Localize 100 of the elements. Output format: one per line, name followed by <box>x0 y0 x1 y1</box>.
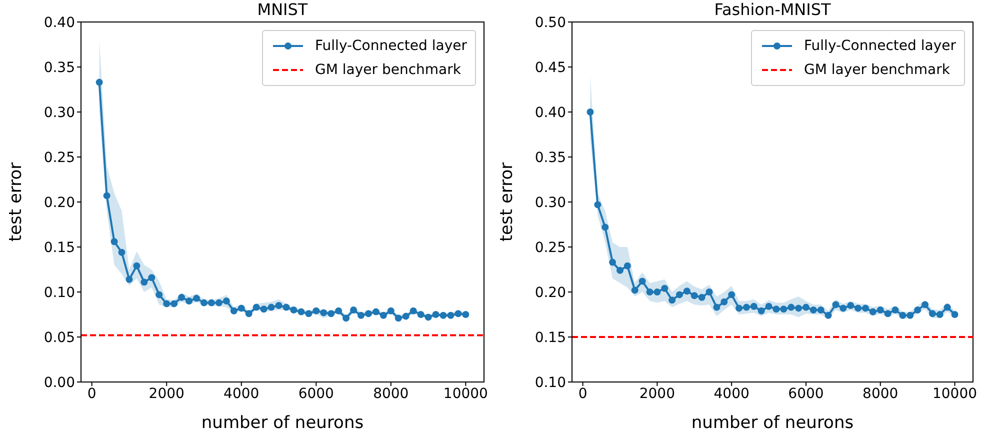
point <box>676 291 684 298</box>
point <box>780 306 788 313</box>
point <box>631 286 638 294</box>
point <box>402 312 410 320</box>
point <box>661 284 668 292</box>
legend-label: GM layer benchmark <box>315 62 461 78</box>
point <box>268 304 275 311</box>
legend-label: GM layer benchmark <box>804 62 950 78</box>
point <box>424 314 432 321</box>
point <box>252 304 260 311</box>
point <box>440 312 447 319</box>
point <box>156 291 163 298</box>
point <box>163 300 170 308</box>
y-tick-label: 0.35 <box>44 60 75 76</box>
legend-label: Fully-Connected layer <box>315 38 467 54</box>
x-tick-label: 10000 <box>932 386 978 402</box>
point <box>170 300 178 308</box>
point <box>884 310 892 318</box>
point <box>862 304 869 312</box>
y-axis-title: test error <box>497 162 518 242</box>
point <box>342 314 350 322</box>
y-tick-label: 0.35 <box>534 150 566 166</box>
point <box>208 299 215 306</box>
y-tick-label: 0.45 <box>534 60 566 76</box>
point <box>683 288 690 295</box>
point <box>922 301 929 308</box>
point <box>178 294 186 301</box>
point <box>728 291 736 298</box>
point <box>118 248 126 256</box>
y-tick-label: 0.15 <box>44 240 75 256</box>
point <box>906 312 914 319</box>
x-tick-label: 4000 <box>714 386 750 402</box>
chart-title: MNIST <box>256 0 309 19</box>
x-tick-label: 0 <box>87 386 96 402</box>
point <box>126 276 133 283</box>
point <box>914 306 922 314</box>
y-tick-label: 0.10 <box>534 374 566 391</box>
y-tick-label: 0.05 <box>44 330 75 346</box>
point <box>148 274 156 282</box>
point <box>810 306 817 314</box>
x-tick-label: 8000 <box>862 386 898 402</box>
legend-label: Fully-Connected layer <box>804 38 956 54</box>
point <box>586 108 594 116</box>
x-tick-label: 2000 <box>639 386 676 402</box>
point <box>186 298 193 304</box>
x-tick-label: 6000 <box>298 386 334 402</box>
point <box>736 304 743 312</box>
y-tick-label: 0.40 <box>44 14 75 31</box>
point <box>802 304 810 311</box>
point <box>750 302 758 310</box>
point <box>282 304 290 311</box>
point <box>832 301 840 308</box>
x-tick-label: 10000 <box>443 386 488 402</box>
x-tick-label: 8000 <box>373 386 409 402</box>
point <box>200 299 208 306</box>
point <box>772 306 780 313</box>
point <box>795 304 802 312</box>
point <box>320 309 328 316</box>
point <box>432 311 440 318</box>
y-tick-label: 0.10 <box>44 284 75 301</box>
point <box>103 192 110 200</box>
point <box>646 288 654 296</box>
point <box>350 306 358 314</box>
point <box>788 304 795 311</box>
point <box>876 306 884 314</box>
point <box>215 299 222 306</box>
point <box>698 294 706 301</box>
point <box>742 304 750 311</box>
point <box>951 311 958 318</box>
y-axis-title: test error <box>6 162 26 242</box>
point <box>312 307 320 314</box>
point <box>110 238 118 246</box>
point <box>305 310 312 318</box>
point <box>616 266 624 274</box>
y-tick-label: 0.15 <box>534 330 566 346</box>
point <box>328 310 335 318</box>
point <box>298 308 305 316</box>
point <box>758 307 765 314</box>
point <box>380 312 387 319</box>
chart-title: Fashion-MNIST <box>713 0 832 19</box>
y-tick-label: 0.20 <box>44 194 75 211</box>
point <box>847 302 854 309</box>
point <box>454 310 462 318</box>
point <box>720 298 728 306</box>
point <box>290 306 298 314</box>
y-tick-label: 0.30 <box>44 104 75 121</box>
point <box>417 311 424 318</box>
point <box>944 304 951 311</box>
point <box>230 307 238 314</box>
point <box>335 307 342 314</box>
point <box>869 308 876 316</box>
point <box>840 304 847 312</box>
y-tick-label: 0.25 <box>534 240 566 256</box>
point <box>817 306 824 314</box>
point <box>928 310 936 318</box>
point <box>765 302 772 310</box>
x-tick-label: 6000 <box>788 386 824 402</box>
point <box>133 262 140 270</box>
point <box>238 304 245 312</box>
point <box>713 304 720 311</box>
